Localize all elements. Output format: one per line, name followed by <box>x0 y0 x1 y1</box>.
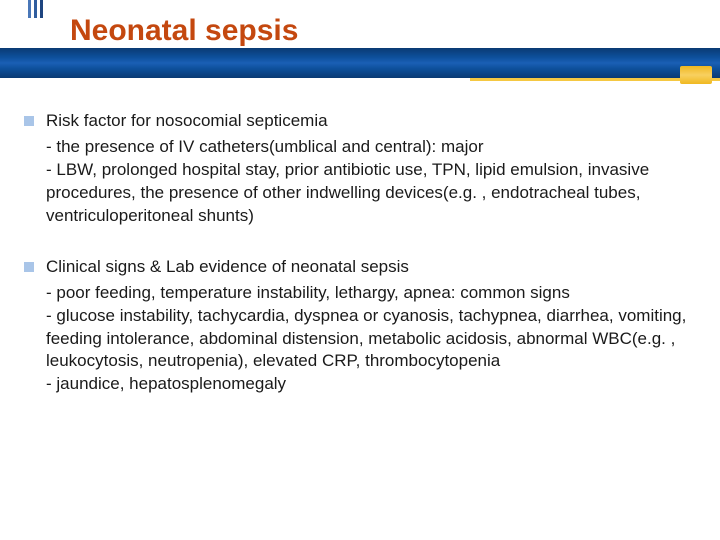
header-stripe-1 <box>28 0 31 18</box>
header-blue-bar <box>0 48 720 78</box>
bullet-item: Risk factor for nosocomial septicemia - … <box>24 110 696 228</box>
section-line: - poor feeding, temperature instability,… <box>46 282 696 305</box>
section-heading: Risk factor for nosocomial septicemia <box>46 110 696 133</box>
header-yellow-accent-box <box>680 66 712 84</box>
slide-title: Neonatal sepsis <box>70 14 298 48</box>
slide-header: Neonatal sepsis <box>0 0 720 90</box>
section-line: - LBW, prolonged hospital stay, prior an… <box>46 159 696 228</box>
bullet-text: Risk factor for nosocomial septicemia - … <box>46 110 696 228</box>
section-2: Clinical signs & Lab evidence of neonata… <box>24 256 696 397</box>
section-line: - the presence of IV catheters(umblical … <box>46 136 696 159</box>
square-bullet-icon <box>24 116 34 126</box>
header-stripe-2 <box>34 0 37 18</box>
section-1: Risk factor for nosocomial septicemia - … <box>24 110 696 228</box>
section-line: - jaundice, hepatosplenomegaly <box>46 373 696 396</box>
section-heading: Clinical signs & Lab evidence of neonata… <box>46 256 696 279</box>
header-stripe-3 <box>40 0 43 18</box>
bullet-item: Clinical signs & Lab evidence of neonata… <box>24 256 696 397</box>
bullet-text: Clinical signs & Lab evidence of neonata… <box>46 256 696 397</box>
section-line: - glucose instability, tachycardia, dysp… <box>46 305 696 374</box>
square-bullet-icon <box>24 262 34 272</box>
slide-body: Risk factor for nosocomial septicemia - … <box>0 90 720 396</box>
